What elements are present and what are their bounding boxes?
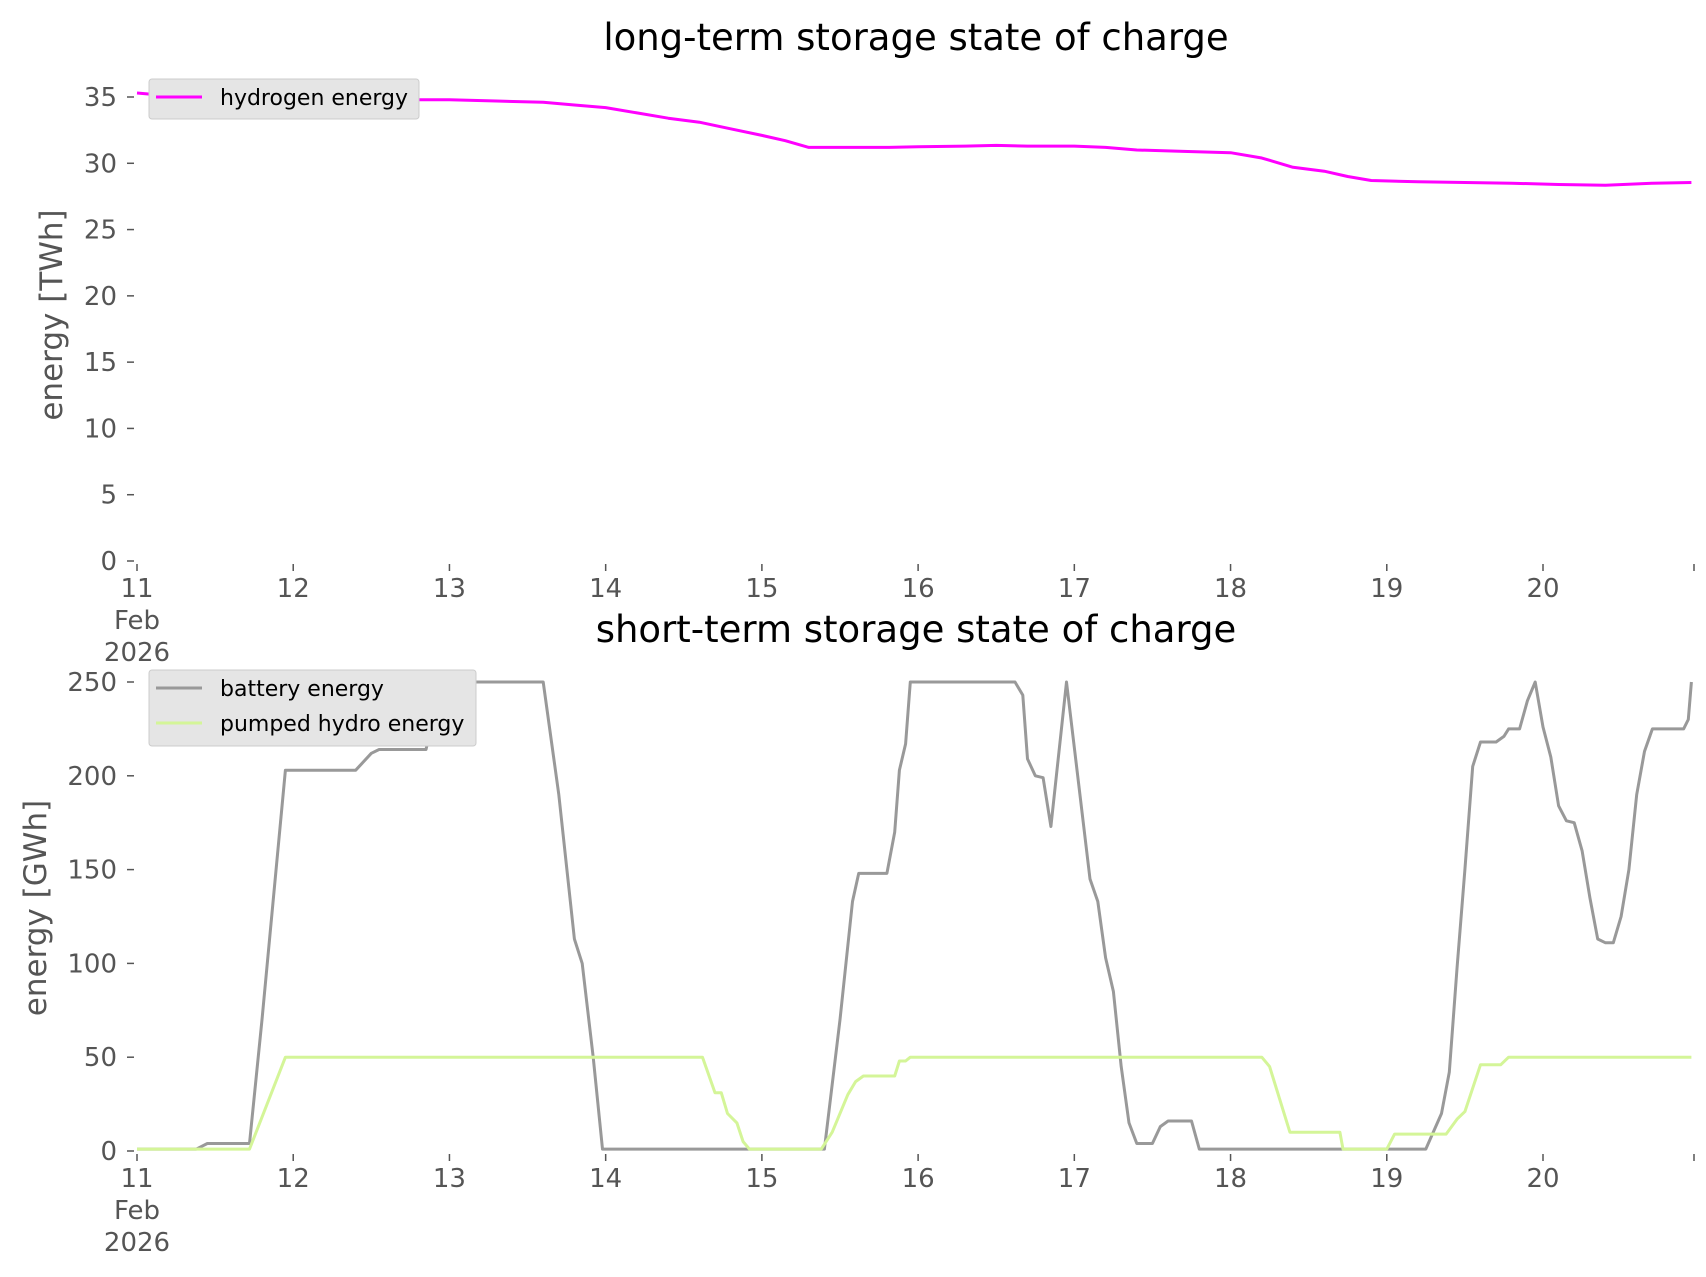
x-tick-label: 11 <box>120 574 153 604</box>
y-tick-label: 10 <box>84 414 117 444</box>
x-tick-label: 2026 <box>104 638 170 668</box>
x-tick-label: 12 <box>277 574 310 604</box>
x-tick-label: 15 <box>745 1164 778 1194</box>
chart-title: short-term storage state of charge <box>596 608 1237 651</box>
long-term-storage-panel: long-term storage state of charge energy… <box>34 16 1695 668</box>
y-tick-label: 200 <box>67 762 117 792</box>
legend: hydrogen energy <box>148 78 420 120</box>
y-axis-label: energy [TWh] <box>34 209 70 420</box>
y-tick-label: 50 <box>84 1043 117 1073</box>
legend-label-hydrogen-energy: hydrogen energy <box>220 86 408 111</box>
y-tick-label: 100 <box>67 949 117 979</box>
x-tick-label: 20 <box>1526 574 1559 604</box>
x-tick-label: 19 <box>1370 574 1403 604</box>
series-lines <box>136 91 1692 187</box>
series-line-hydrogen-energy <box>136 91 1692 187</box>
legend-label-battery-energy: battery energy <box>220 677 384 702</box>
y-tick-label: 30 <box>84 149 117 179</box>
x-tick-label: 17 <box>1058 574 1091 604</box>
x-tick-label: 17 <box>1058 1164 1091 1194</box>
x-tick-label: 16 <box>902 1164 935 1194</box>
y-axis-label: energy [GWh] <box>18 800 54 1016</box>
legend-box <box>148 78 420 120</box>
y-tick-label: 0 <box>100 1137 117 1167</box>
x-tick-label: 20 <box>1526 1164 1559 1194</box>
x-tick-label: 14 <box>589 1164 622 1194</box>
y-tick-label: 25 <box>84 216 117 246</box>
x-tick-label: 16 <box>902 574 935 604</box>
y-tick-label: 250 <box>67 668 117 698</box>
legend: battery energy pumped hydro energy <box>148 669 477 747</box>
y-tick-label: 20 <box>84 282 117 312</box>
y-axis-ticks: 0 5 10 15 20 25 30 35 <box>84 83 134 577</box>
x-tick-label: Feb <box>114 606 160 636</box>
x-tick-label: 18 <box>1214 574 1247 604</box>
legend-box <box>148 669 477 747</box>
y-tick-label: 150 <box>67 856 117 886</box>
x-tick-label: 19 <box>1370 1164 1403 1194</box>
short-term-storage-panel: short-term storage state of charge energ… <box>18 608 1695 1258</box>
x-tick-label: 18 <box>1214 1164 1247 1194</box>
series-line-pumped-hydro-energy <box>137 1055 1692 1151</box>
y-tick-label: 0 <box>100 547 117 577</box>
x-tick-label: 13 <box>433 574 466 604</box>
series-lines <box>137 680 1693 1151</box>
y-tick-label: 15 <box>84 348 117 378</box>
x-tick-label: 13 <box>433 1164 466 1194</box>
chart-title: long-term storage state of charge <box>603 16 1228 59</box>
x-tick-label: Feb <box>114 1196 160 1226</box>
y-axis-ticks: 0 50 100 150 200 250 <box>67 668 134 1167</box>
y-tick-label: 5 <box>100 481 117 511</box>
x-tick-label: 15 <box>745 574 778 604</box>
legend-label-pumped-hydro-energy: pumped hydro energy <box>220 712 464 737</box>
x-tick-label: 14 <box>589 574 622 604</box>
x-tick-label: 11 <box>120 1164 153 1194</box>
series-line-battery-energy <box>137 680 1693 1151</box>
y-tick-label: 35 <box>84 83 117 113</box>
x-tick-label: 12 <box>277 1164 310 1194</box>
x-tick-label: 2026 <box>104 1228 170 1258</box>
